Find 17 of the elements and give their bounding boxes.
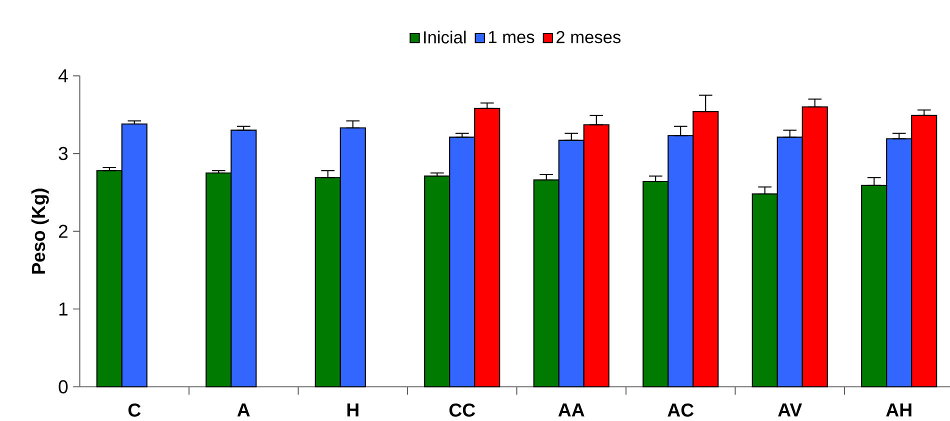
y-tick-label: 4 (58, 69, 68, 82)
x-tick-label: AV (778, 403, 802, 416)
x-tick-label: AH (886, 403, 912, 416)
x-tick-label: AA (558, 403, 584, 416)
x-tick-label: H (347, 403, 358, 416)
legend-label: Inicial (424, 30, 466, 44)
y-axis-title: Peso (Kg) (31, 188, 49, 274)
x-tick-label: CC (449, 403, 476, 417)
x-tick-label: C (128, 403, 141, 417)
x-tick-label: AC (668, 403, 694, 417)
y-tick-label: 3 (58, 146, 68, 160)
y-tick-label: 1 (59, 302, 68, 316)
x-tick-label: A (237, 403, 250, 416)
y-tick-label: 0 (58, 380, 68, 394)
legend-label: 1 mes (488, 31, 534, 44)
legend-label: 2 meses (556, 30, 621, 44)
y-tick-label: 2 (58, 224, 68, 238)
